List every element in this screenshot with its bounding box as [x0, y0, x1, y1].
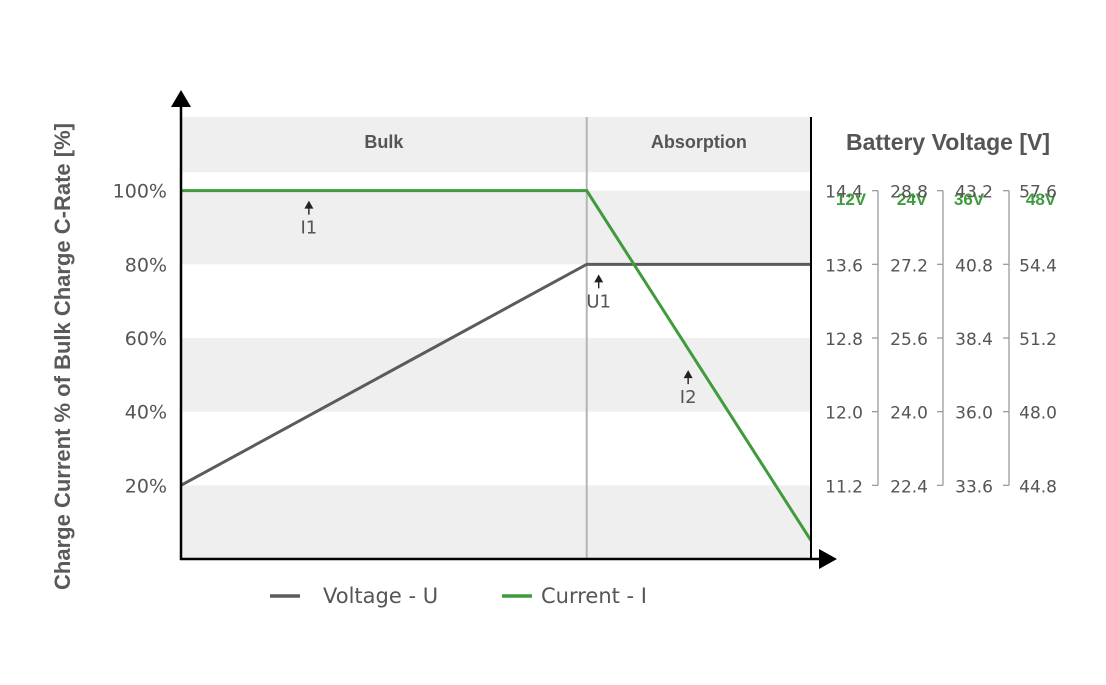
- battery-voltage-value: 14.4: [825, 183, 863, 203]
- battery-voltage-value: 36.0: [955, 404, 993, 424]
- battery-voltage-value: 12.0: [825, 404, 863, 424]
- grid-band: [181, 485, 811, 559]
- battery-voltage-value: 12.8: [825, 330, 863, 350]
- y-tick-label: 40%: [125, 402, 167, 424]
- battery-voltage-value: 11.2: [825, 477, 863, 497]
- axes: [171, 90, 837, 569]
- annotation-arrowhead-i1: [304, 200, 314, 209]
- battery-voltage-header-48v: 48V: [1026, 190, 1057, 209]
- battery-voltage-value: 33.6: [955, 477, 993, 497]
- grid-band: [181, 117, 811, 173]
- legend-label-voltage: Voltage - U: [323, 584, 438, 608]
- phase-label-absorption: Absorption: [651, 132, 747, 152]
- battery-voltage-value: 48.0: [1019, 404, 1057, 424]
- battery-voltage-header-36v: 36V: [954, 190, 985, 209]
- battery-voltage-header-12v: 12V: [836, 190, 867, 209]
- x-axis-arrowhead: [819, 549, 837, 569]
- battery-voltage-title: Battery Voltage [V]: [846, 129, 1050, 155]
- phase-labels: Bulk Absorption: [364, 132, 747, 152]
- y-tick-label: 80%: [125, 254, 167, 276]
- phase-label-bulk: Bulk: [364, 132, 404, 152]
- battery-voltage-value: 57.6: [1019, 183, 1057, 203]
- y-axis-label: Charge Current % of Bulk Charge C-Rate […: [50, 123, 75, 590]
- annotation-label-i2: I2: [680, 387, 697, 408]
- battery-voltage-header-24v: 24V: [897, 190, 928, 209]
- annotation-arrowhead-u1: [594, 274, 604, 283]
- annotation-label-u1: U1: [586, 291, 611, 312]
- battery-voltage-value: 22.4: [890, 477, 928, 497]
- grid-band: [181, 190, 811, 265]
- battery-voltage-value: 51.2: [1019, 330, 1057, 350]
- legend: Voltage - U Current - I: [270, 584, 647, 608]
- y-tick-label: 20%: [125, 475, 167, 497]
- grid-band: [181, 338, 811, 412]
- annotation-label-i1: I1: [301, 218, 318, 239]
- annotations: I1 U1 I2: [301, 200, 697, 408]
- y-axis-ticks: 100% 80% 60% 40% 20%: [113, 181, 167, 498]
- battery-voltage-value: 40.8: [955, 256, 993, 276]
- y-tick-label: 100%: [113, 181, 167, 203]
- legend-label-current: Current - I: [541, 584, 647, 608]
- battery-voltage-value: 43.2: [955, 183, 993, 203]
- battery-voltage-value: 28.8: [890, 183, 928, 203]
- battery-voltage-value: 27.2: [890, 256, 928, 276]
- battery-voltage-value: 54.4: [1019, 256, 1057, 276]
- annotation-arrowhead-i2: [683, 370, 693, 379]
- battery-voltage-value: 38.4: [955, 330, 993, 350]
- series-lines: [180, 189, 813, 542]
- battery-voltage-value: 13.6: [825, 256, 863, 276]
- series-line-current: [181, 189, 813, 542]
- battery-voltage-value: 44.8: [1019, 477, 1057, 497]
- y-axis-arrowhead: [171, 90, 191, 107]
- battery-voltage-value: 25.6: [890, 330, 928, 350]
- y-tick-label: 60%: [125, 328, 167, 350]
- background-bands: [181, 117, 811, 559]
- battery-voltage-value: 24.0: [890, 404, 928, 424]
- series-line-voltage: [180, 262, 811, 487]
